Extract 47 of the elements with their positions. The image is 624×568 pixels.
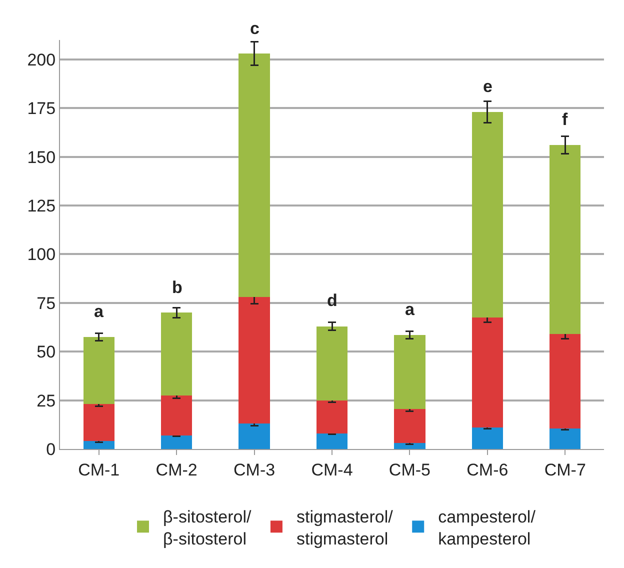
- y-tick-label: 50: [36, 342, 56, 362]
- annotation: a: [94, 302, 104, 321]
- bar: [472, 318, 503, 428]
- bar: [472, 428, 503, 449]
- annotation: f: [562, 110, 568, 129]
- y-tick-label: 175: [27, 99, 56, 118]
- bar: [394, 335, 426, 410]
- annotation: b: [172, 278, 182, 297]
- bar: [238, 424, 270, 449]
- bar: [161, 312, 192, 396]
- y-tick-label: 75: [36, 294, 56, 313]
- bar: [472, 112, 503, 318]
- bar: [83, 337, 114, 404]
- bar: [83, 441, 114, 449]
- bar: [316, 433, 348, 449]
- annotation: c: [250, 19, 260, 38]
- bar: [550, 145, 581, 334]
- bar: [550, 334, 581, 429]
- x-tick-label: CM-2: [156, 460, 198, 480]
- annotation: d: [327, 291, 338, 310]
- x-tick-label: CM-7: [544, 460, 586, 480]
- y-tick-label: 200: [27, 50, 56, 70]
- bar: [161, 395, 192, 436]
- bar: [316, 400, 348, 434]
- annotation: e: [483, 77, 492, 96]
- x-tick-label: CM-1: [78, 460, 120, 480]
- y-tick-label: 0: [46, 440, 56, 459]
- annotation: a: [405, 300, 415, 319]
- bar: [161, 435, 192, 449]
- y-tick-label: 100: [27, 245, 56, 264]
- y-tick-label: 150: [27, 148, 56, 167]
- bar: [550, 428, 581, 449]
- legend-label: β-sitosterol/ β-sitosterol: [163, 507, 252, 548]
- x-tick-label: CM-3: [234, 460, 276, 480]
- bar: [238, 54, 270, 298]
- x-tick-label: CM-5: [388, 460, 430, 480]
- x-tick-label: CM-6: [466, 460, 508, 480]
- bar: [394, 409, 426, 444]
- legend-label: campesterol/ kampesterol: [438, 507, 536, 548]
- bar: [238, 297, 270, 424]
- bar: [316, 326, 348, 400]
- x-tick-label: CM-4: [311, 460, 353, 480]
- y-tick-label: 125: [27, 196, 56, 216]
- legend-label: stigmasterol/ stigmasterol: [296, 507, 394, 548]
- bar: [394, 443, 426, 449]
- y-tick-label: 25: [36, 391, 56, 410]
- bar: [83, 404, 114, 442]
